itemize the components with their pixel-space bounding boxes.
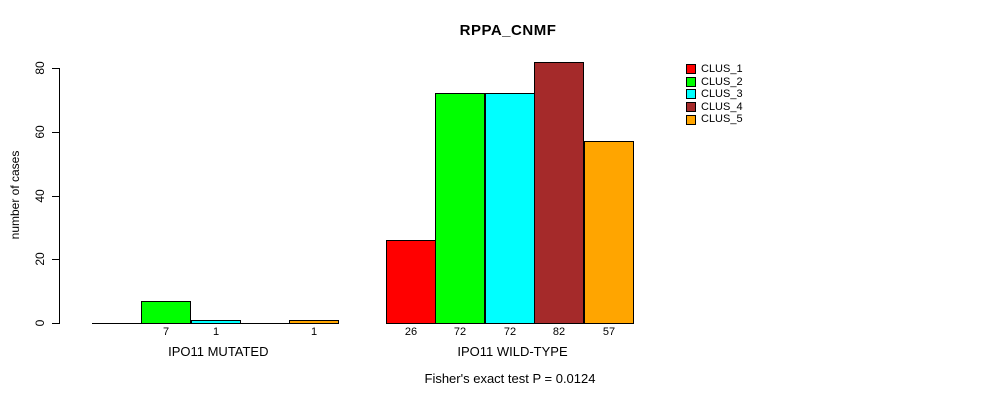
legend-item-clus_2: CLUS_2: [686, 76, 743, 89]
y-tick-label: 80: [33, 61, 47, 75]
legend-item-clus_4: CLUS_4: [686, 101, 743, 114]
group-label-wild-type: IPO11 WILD-TYPE: [457, 344, 568, 359]
legend-item-clus_3: CLUS_3: [686, 88, 743, 101]
y-tick-label: 0: [33, 319, 47, 327]
legend-label: CLUS_3: [701, 88, 743, 101]
bar-value-label: 1: [310, 326, 318, 338]
y-tick: [52, 68, 60, 69]
y-axis-title: number of cases: [8, 150, 22, 240]
bar-clus_2-mutated: [141, 301, 191, 324]
bar-clus_3-wild-type: [485, 93, 535, 324]
bar-value-label: 26: [404, 326, 418, 338]
legend-swatch-icon: [686, 114, 696, 125]
legend-swatch-icon: [686, 89, 696, 100]
bar-clus_5-wild-type: [584, 141, 634, 324]
legend-label: CLUS_1: [701, 63, 743, 75]
legend-label: CLUS_2: [701, 75, 743, 88]
footer-annotation: Fisher's exact test P = 0.0124: [424, 371, 596, 386]
legend: CLUS_1 CLUS_2 CLUS_3 CLUS_4 CLUS_5: [686, 63, 743, 126]
y-tick-label: 60: [33, 125, 47, 139]
y-tick: [52, 323, 60, 324]
bar-clus_5-mutated: [289, 320, 339, 324]
chart-title: RPPA_CNMF: [459, 22, 557, 39]
bar-clus_1-wild-type: [386, 240, 436, 324]
bar-clus_3-mutated: [191, 320, 241, 324]
legend-swatch-icon: [686, 76, 696, 87]
zero-height-bar-clus_4: [240, 323, 290, 324]
legend-label: CLUS_5: [701, 113, 743, 126]
y-tick: [52, 259, 60, 261]
y-tick: [52, 131, 60, 133]
bar-value-label: 1: [212, 326, 220, 338]
legend-swatch-icon: [686, 102, 696, 113]
bar-value-label: 7: [162, 326, 170, 338]
legend-swatch-icon: [686, 64, 696, 75]
y-tick-label: 40: [33, 188, 47, 203]
bar-clus_2-wild-type: [435, 93, 485, 324]
zero-height-bar-clus_1: [92, 323, 142, 324]
bar-value-label: 72: [453, 326, 467, 338]
y-tick: [52, 195, 60, 197]
legend-label: CLUS_4: [701, 100, 743, 113]
bar-value-label: 57: [602, 326, 616, 338]
bar-value-label: 72: [503, 326, 517, 338]
group-label-mutated: IPO11 MUTATED: [168, 344, 269, 359]
legend-item-clus_5: CLUS_5: [686, 113, 743, 126]
bar-clus_4-wild-type: [534, 62, 584, 324]
y-tick-label: 20: [33, 252, 47, 266]
bar-value-label: 82: [552, 326, 566, 338]
legend-item-clus_1: CLUS_1: [686, 63, 743, 76]
